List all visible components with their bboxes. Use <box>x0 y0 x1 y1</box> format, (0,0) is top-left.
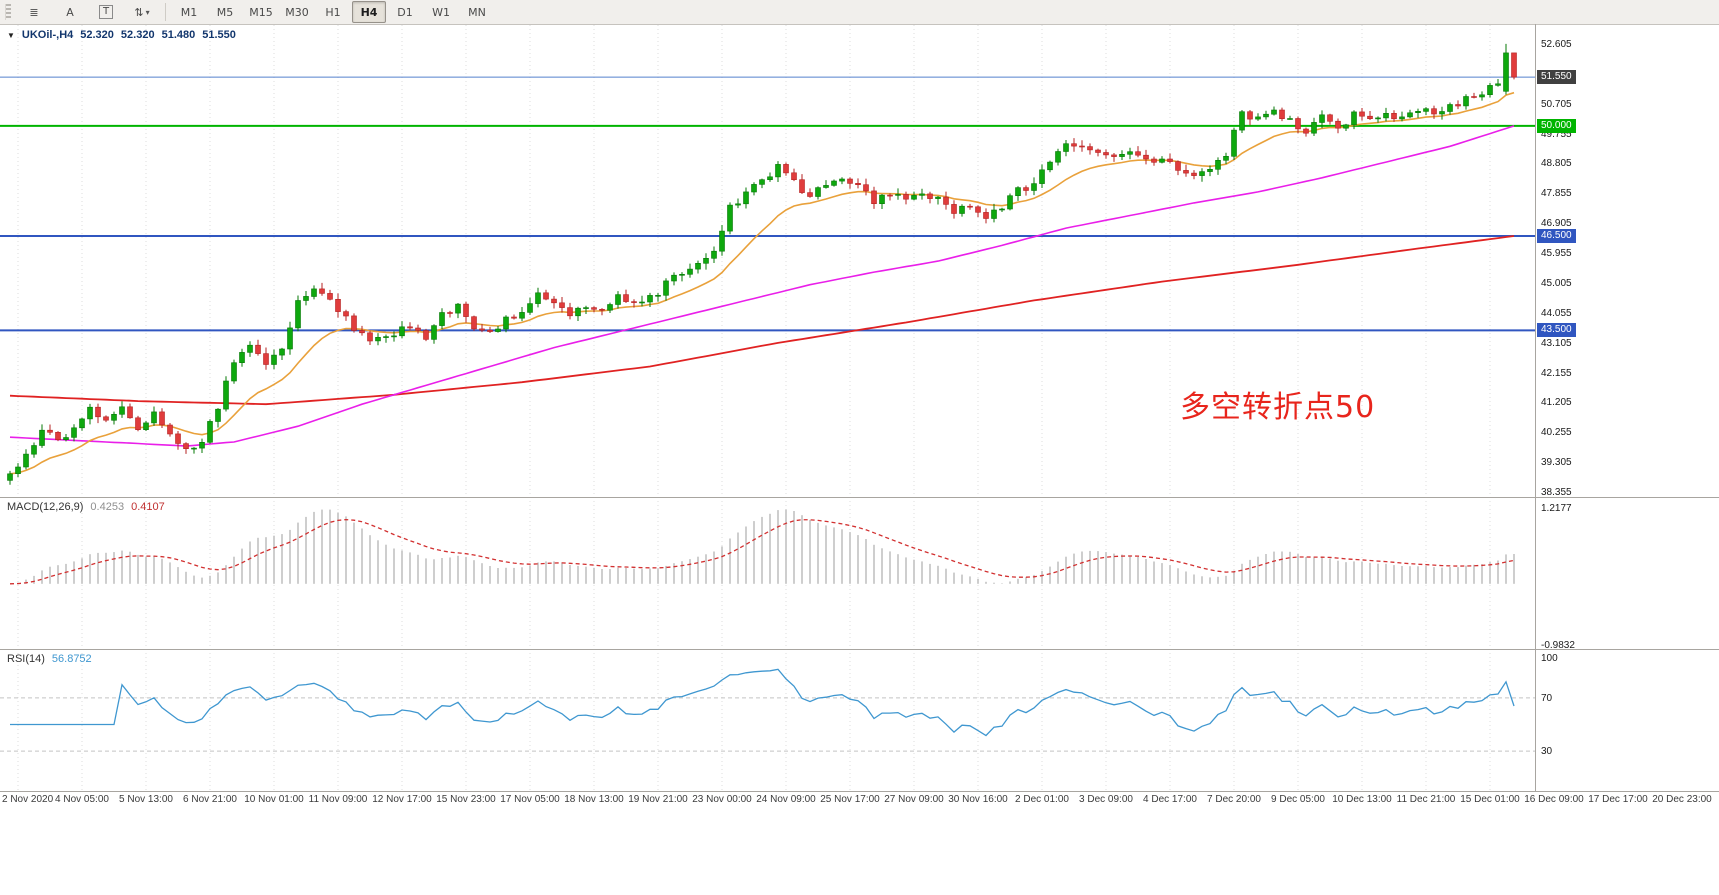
price-axis-label: 40.255 <box>1541 427 1572 439</box>
time-axis-label: 30 Nov 16:00 <box>948 794 1008 805</box>
time-axis-label: 5 Nov 13:00 <box>119 794 173 805</box>
time-axis-label: 11 Nov 09:00 <box>308 794 368 805</box>
time-axis-label: 27 Nov 09:00 <box>884 794 944 805</box>
price-axis-label: 42.155 <box>1541 367 1572 379</box>
macd-signal-value: 0.4107 <box>131 501 165 513</box>
timeframe-button-group: M1 M5 M15 M30 H1 H4 D1 W1 MN <box>171 1 495 23</box>
time-axis-label: 20 Dec 23:00 <box>1652 794 1712 805</box>
price-axis-label: 38.355 <box>1541 487 1572 499</box>
price-axis-label: 41.205 <box>1541 397 1572 409</box>
price-axis-label: 45.955 <box>1541 248 1572 260</box>
rsi-label: RSI(14) <box>7 653 45 665</box>
price-box-current: 51.550 <box>1537 70 1576 85</box>
price-axis-label: 47.855 <box>1541 188 1572 200</box>
rsi-value: 56.8752 <box>51 653 92 665</box>
level-box-43-5: 43.500 <box>1537 323 1576 338</box>
price-scale[interactable]: 52.605 50.705 49.755 48.805 47.855 46.905 45.9… <box>1536 24 1719 791</box>
time-axis-label: 12 Nov 17:00 <box>372 794 432 805</box>
timeframe-button-m5[interactable]: M5 <box>216 5 234 19</box>
time-axis-label: 4 Dec 17:00 <box>1143 794 1197 805</box>
timeframe-button-mn[interactable]: MN <box>468 5 486 19</box>
time-axis-label: 11 Dec 21:00 <box>1396 794 1456 805</box>
time-axis-label: 6 Nov 21:00 <box>183 794 237 805</box>
macd-axis-label: -0.9832 <box>1541 640 1575 651</box>
timeframe-button-m15[interactable]: M15 <box>249 5 273 19</box>
time-axis-label: 10 Nov 01:00 <box>244 794 304 805</box>
quote-close: 51.550 <box>202 29 236 41</box>
collapse-triangle-icon[interactable]: ▼ <box>7 30 15 40</box>
rsi-axis-label: 70 <box>1541 692 1553 704</box>
timeframe-button-d1[interactable]: D1 <box>397 5 413 19</box>
time-axis-label: 24 Nov 09:00 <box>756 794 816 805</box>
quote-low: 51.480 <box>161 29 196 41</box>
price-axis-label: 49.755 <box>1541 128 1572 140</box>
rsi-axis-label: 30 <box>1541 746 1553 758</box>
toolbar-separator <box>165 3 166 21</box>
price-axis-label: 45.005 <box>1541 277 1572 289</box>
time-axis-label: 2 Nov 2020 <box>2 794 54 805</box>
time-axis[interactable]: 2 Nov 2020 4 Nov 05:00 5 Nov 13:00 6 Nov 21… <box>0 792 1719 812</box>
price-axis-label: 43.105 <box>1541 337 1572 349</box>
rsi-header: RSI(14) 56.8752 <box>7 653 92 665</box>
price-axis-label: 39.305 <box>1541 457 1572 469</box>
time-axis-label: 15 Nov 23:00 <box>436 794 496 805</box>
timeframe-button-w1[interactable]: W1 <box>432 5 450 19</box>
symbol-period-label: UKOil-,H4 <box>21 29 74 41</box>
macd-main-value: 0.4253 <box>90 501 125 513</box>
price-axis-label: 50.705 <box>1541 98 1572 110</box>
toolbar-grip[interactable] <box>5 4 11 20</box>
time-axis-label: 25 Nov 17:00 <box>820 794 880 805</box>
price-axis-label: 44.055 <box>1541 307 1572 319</box>
time-axis-label: 15 Dec 01:00 <box>1460 794 1520 805</box>
timeframe-button-h1[interactable]: H1 <box>325 5 341 19</box>
timeframe-button-m1[interactable]: M1 <box>180 5 198 19</box>
time-axis-label: 16 Dec 09:00 <box>1524 794 1584 805</box>
time-axis-label: 2 Dec 01:00 <box>1015 794 1069 805</box>
level-box-50: 50.000 <box>1537 118 1576 133</box>
time-axis-label: 10 Dec 13:00 <box>1332 794 1392 805</box>
macd-label: MACD(12,26,9) <box>7 501 84 513</box>
rsi-axis-label: 100 <box>1541 653 1558 664</box>
chevron-down-icon: ▾ <box>145 7 150 17</box>
time-axis-label: 7 Dec 20:00 <box>1207 794 1261 805</box>
macd-axis-label: 1.2177 <box>1541 503 1572 514</box>
time-axis-label: 9 Dec 05:00 <box>1271 794 1325 805</box>
toolbar: ≣ A T ⇅ ▾ M1 M5 M15 M30 H1 H4 D1 W1 MN <box>0 0 1719 25</box>
time-axis-label: 18 Nov 13:00 <box>564 794 624 805</box>
time-axis-label: 4 Nov 05:00 <box>55 794 109 805</box>
time-axis-label: 17 Nov 05:00 <box>500 794 560 805</box>
time-axis-label: 23 Nov 00:00 <box>692 794 752 805</box>
price-axis-label: 52.605 <box>1541 38 1572 50</box>
timeframe-button-m30[interactable]: M30 <box>285 5 309 19</box>
timeframe-button-h4[interactable]: H4 <box>352 1 386 23</box>
price-axis-label: 48.805 <box>1541 158 1572 170</box>
time-axis-label: 3 Dec 09:00 <box>1079 794 1133 805</box>
quote-header: ▼ UKOil-,H4 52.320 52.320 51.480 51.550 <box>7 29 236 41</box>
quote-open: 52.320 <box>80 29 114 41</box>
quote-high: 52.320 <box>120 29 155 41</box>
chart-text-annotation[interactable]: 多空转折点50 <box>1180 390 1376 425</box>
time-axis-label: 17 Dec 17:00 <box>1588 794 1648 805</box>
price-axis-label: 46.905 <box>1541 218 1572 230</box>
level-box-46-5: 46.500 <box>1537 228 1576 243</box>
macd-header: MACD(12,26,9) 0.4253 0.4107 <box>7 501 165 513</box>
time-axis-label: 19 Nov 21:00 <box>628 794 688 805</box>
